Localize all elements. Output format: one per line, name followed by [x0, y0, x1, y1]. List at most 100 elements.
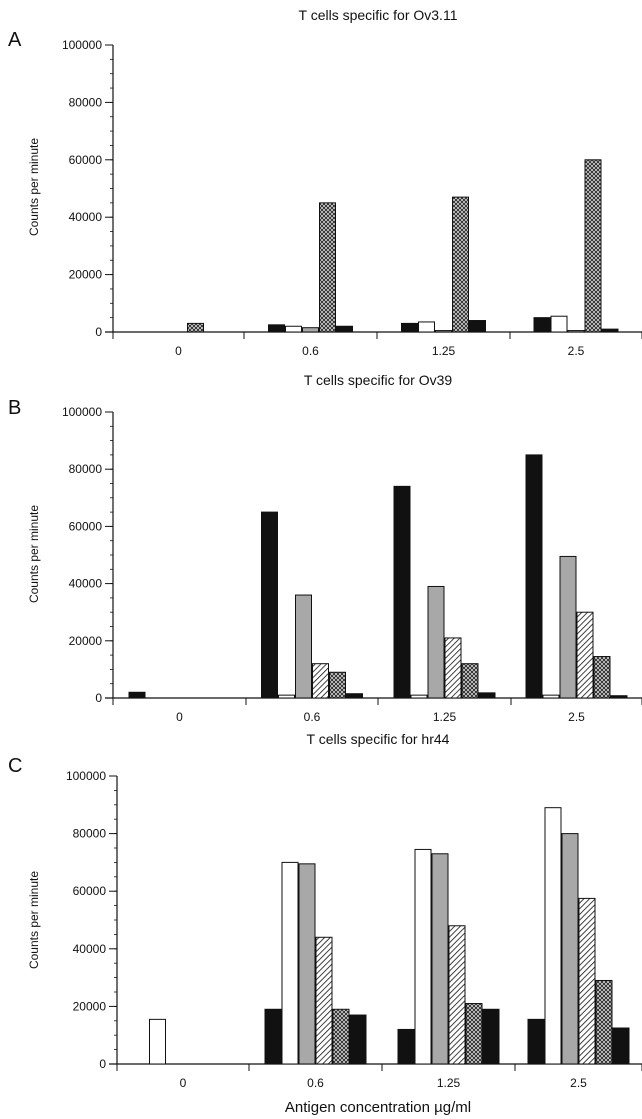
bar: [542, 694, 560, 699]
y-tick-label: 60000: [69, 519, 103, 533]
bar: [312, 663, 329, 699]
bar: [478, 692, 496, 699]
bar: [567, 330, 585, 333]
bar: [346, 693, 363, 699]
y-tick-label: 80000: [69, 462, 103, 476]
x-tick-label: 0.6: [304, 710, 321, 724]
bar: [278, 694, 295, 699]
bar: [261, 511, 278, 699]
bar: [332, 1008, 350, 1065]
bar: [431, 853, 449, 1065]
x-tick-label: 0.6: [302, 344, 319, 358]
panel-b: B T cells specific for Ov39 Counts per m…: [8, 372, 642, 724]
bar: [187, 322, 204, 333]
x-tick-label: 2.5: [570, 1076, 587, 1090]
y-tick-label: 0: [95, 325, 102, 339]
y-tick-label: 20000: [73, 999, 107, 1013]
panel-c-ylabel: Counts per minute: [27, 871, 41, 969]
bar: [527, 1018, 545, 1065]
bar: [393, 485, 411, 699]
panel-b-plot: 0 20000 40000 60000 80000 100000 0 0.6 1.25 2.5: [62, 405, 642, 724]
bar: [149, 1018, 166, 1065]
x-axis-label: Antigen concentration µg/ml: [285, 1099, 471, 1116]
bar: [285, 325, 302, 333]
bar: [578, 897, 596, 1065]
bar: [576, 611, 594, 699]
x-tick-label: 1.25: [432, 344, 456, 358]
y-tick-label: 20000: [69, 634, 103, 648]
panel-a-ylabel: Counts per minute: [27, 138, 41, 236]
bar: [295, 594, 312, 699]
bar: [264, 1008, 282, 1065]
bar: [601, 328, 619, 333]
bar: [435, 330, 452, 333]
x-tick-label: 1.25: [433, 710, 457, 724]
bar: [584, 159, 602, 333]
bar: [268, 324, 285, 333]
bar: [302, 327, 319, 333]
panel-b-title: T cells specific for Ov39: [304, 372, 453, 388]
x-tick-label: 0: [175, 344, 182, 358]
bar: [452, 196, 469, 333]
panel-a-plot: 0 20000 40000 60000 80000 100000 0 0.6 1.25 2.5: [62, 38, 642, 358]
y-tick-label: 80000: [73, 827, 107, 841]
panel-letter-c: C: [8, 755, 22, 777]
bar: [469, 320, 486, 333]
bar: [465, 1003, 483, 1065]
bar: [319, 202, 336, 333]
y-tick-label: 100000: [62, 405, 102, 419]
bar: [336, 325, 353, 333]
y-tick-label: 40000: [73, 942, 107, 956]
bar: [329, 671, 346, 699]
bar: [482, 1008, 500, 1065]
y-tick-label: 0: [95, 691, 102, 705]
bar: [448, 925, 466, 1065]
y-tick-label: 100000: [62, 38, 102, 52]
bar: [595, 979, 613, 1065]
y-tick-label: 40000: [69, 577, 103, 591]
bar: [533, 317, 551, 333]
x-tick-label: 0: [176, 710, 183, 724]
bar: [410, 694, 428, 699]
bar: [281, 861, 299, 1065]
bar: [544, 807, 562, 1065]
panel-c-plot: 0 20000 40000 60000 80000 100000 0 0.6 1.25 2.5: [66, 769, 642, 1090]
y-tick-label: 40000: [69, 210, 103, 224]
bar: [525, 454, 543, 699]
panel-a: A T cells specific for Ov3.11 Counts per…: [8, 7, 642, 358]
bar: [444, 637, 462, 699]
panel-letter-b: B: [8, 397, 21, 419]
x-tick-label: 0.6: [307, 1076, 324, 1090]
panel-b-ylabel: Counts per minute: [27, 505, 41, 603]
x-tick-label: 2.5: [568, 344, 585, 358]
panel-a-title: T cells specific for Ov3.11: [299, 7, 458, 23]
x-tick-label: 1.25: [437, 1076, 461, 1090]
bar: [128, 691, 146, 699]
bar: [397, 1028, 415, 1065]
y-tick-label: 20000: [69, 268, 103, 282]
y-tick-label: 60000: [73, 884, 107, 898]
bar: [427, 585, 445, 699]
bar: [610, 695, 628, 699]
bar: [550, 315, 568, 333]
bar: [315, 936, 333, 1065]
x-tick-label: 0: [180, 1076, 187, 1090]
bar: [612, 1027, 630, 1065]
y-tick-label: 60000: [69, 153, 103, 167]
bar: [561, 833, 579, 1065]
panel-c: C T cells specific for hr44 Counts per m…: [8, 731, 642, 1116]
bar: [559, 555, 577, 699]
panel-letter-a: A: [8, 29, 22, 51]
bar: [461, 663, 479, 699]
bar: [418, 321, 435, 333]
bar: [593, 656, 611, 699]
x-tick-label: 2.5: [568, 710, 585, 724]
panel-c-title: T cells specific for hr44: [307, 731, 450, 747]
bar: [298, 863, 316, 1065]
bar: [349, 1014, 367, 1065]
y-tick-label: 80000: [69, 95, 103, 109]
y-tick-label: 0: [99, 1057, 106, 1071]
y-tick-label: 100000: [66, 769, 106, 783]
bar: [414, 848, 432, 1065]
